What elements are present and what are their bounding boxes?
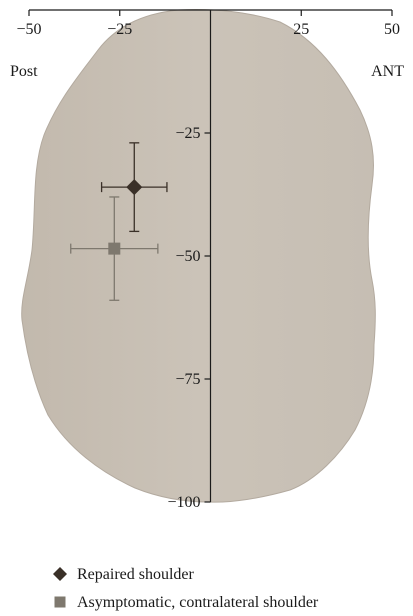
legend: Repaired shoulder Asymptomatic, contralat…: [53, 566, 319, 611]
x-tick-label: 25: [293, 21, 309, 38]
legend-marker-square: [54, 596, 66, 608]
x-right-label: ANT: [371, 63, 404, 80]
y-tick-label: −100: [167, 494, 200, 511]
x-tick-label: −50: [16, 21, 41, 38]
x-tick-label: 50: [384, 21, 400, 38]
legend-marker-diamond: [53, 567, 67, 581]
x-left-label: Post: [10, 63, 38, 80]
legend-label: Repaired shoulder: [77, 566, 195, 583]
glenoid-outline: [21, 9, 376, 503]
axes: [28, 9, 393, 503]
series-1: [100, 142, 168, 233]
y-tick-label: −50: [175, 248, 200, 265]
y-tick-label: −25: [175, 125, 200, 142]
data-point-diamond: [126, 179, 143, 196]
y-tick-label: −75: [175, 371, 200, 388]
data-marks: [70, 142, 168, 301]
series-2: [70, 196, 159, 301]
legend-label: Asymptomatic, contralateral shoulder: [77, 594, 319, 611]
tick-labels: −50 −25 25 50 −25 −50 −75 −100: [16, 21, 400, 511]
x-tick-label: −25: [107, 21, 132, 38]
data-point-square: [108, 242, 121, 255]
